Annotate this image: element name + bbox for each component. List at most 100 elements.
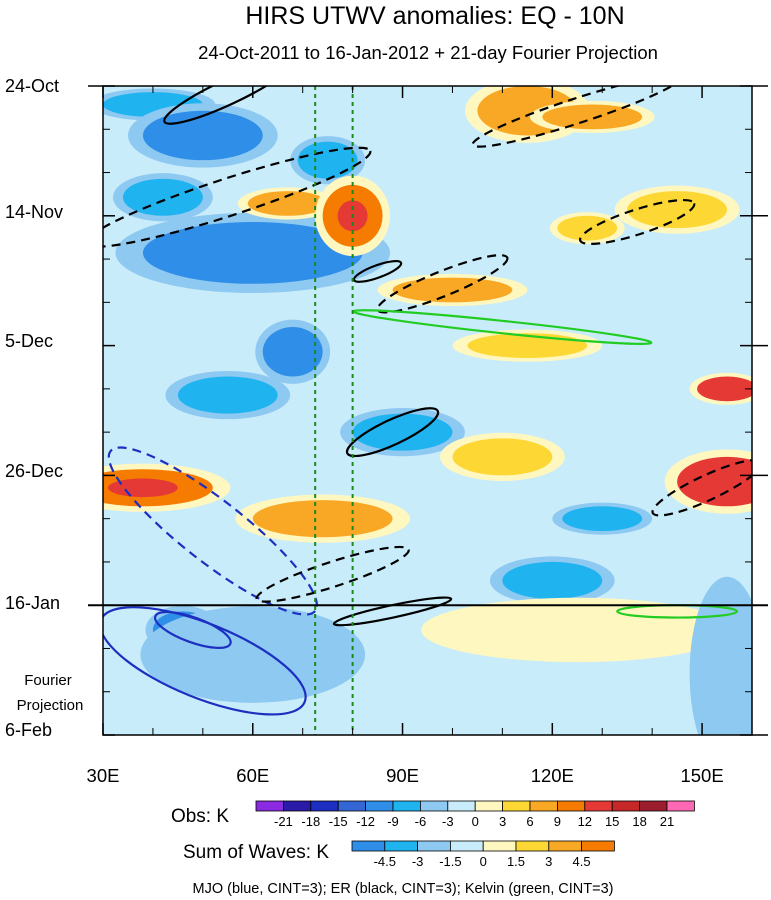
contour-er-negative (471, 86, 683, 148)
anomaly-blob-core (122, 178, 203, 216)
anomaly-blob (439, 432, 565, 481)
anomaly-blob-core (562, 506, 643, 532)
y-tick-label: 16-Jan (5, 593, 60, 613)
waves-legend-level-label: 1.5 (507, 854, 525, 869)
obs-legend-swatch (447, 800, 476, 812)
obs-legend-level-label: -3 (442, 814, 454, 829)
waves-legend-swatch (548, 840, 582, 852)
contour-er-negative (651, 458, 752, 517)
anomaly-blob (235, 494, 411, 543)
obs-legend-swatch (474, 800, 504, 812)
waves-legend: Sum of Waves: K -4.5 -3 -1.5 0 1.5 3 4.5 (183, 840, 615, 869)
x-tick-label: 60E (236, 765, 269, 786)
anomaly-blob-core (542, 104, 643, 130)
x-tick-label: 120E (531, 765, 574, 786)
anomaly-blob (377, 273, 528, 307)
obs-legend-swatch (365, 800, 394, 812)
anomaly-blob-core (452, 605, 703, 655)
obs-anomaly-blobs (103, 86, 752, 735)
chart-subtitle: 24-Oct-2011 to 16-Jan-2012 + 21-day Four… (198, 42, 658, 63)
anomaly-blob (421, 597, 734, 663)
anomaly-blob (103, 463, 231, 512)
waves-legend-level-label: 3 (545, 854, 552, 869)
obs-legend-swatch (639, 800, 668, 812)
anomaly-blob-core (467, 333, 588, 358)
anomaly-blob-core (247, 191, 328, 216)
obs-legend-swatch (502, 800, 531, 812)
anomaly-blob-core (162, 617, 343, 692)
waves-legend-swatch (482, 840, 517, 852)
anomaly-blob-core (392, 277, 513, 303)
anomaly-blob-peak (107, 478, 178, 498)
obs-legend-swatch (529, 800, 558, 812)
obs-legend-swatch (557, 800, 586, 812)
obs-legend-level-label: -21 (274, 814, 293, 829)
contour-er-positive (352, 260, 403, 283)
obs-legend-swatch (666, 800, 695, 812)
obs-legend-level-label: -12 (356, 814, 375, 829)
obs-legend-level-label: 9 (554, 814, 561, 829)
anomaly-blob-core (452, 438, 553, 476)
contour-er-negative (578, 198, 696, 246)
contour-mjo-negative (107, 446, 318, 616)
waves-legend-level-label: -3 (412, 854, 424, 869)
projection-label-line1: Fourier (24, 672, 72, 689)
obs-legend-level-label: 15 (605, 814, 619, 829)
contour-er-negative (376, 254, 509, 314)
projection-label-line2: Projection (17, 697, 84, 714)
waves-legend-swatch (384, 840, 418, 852)
obs-legend-swatch (584, 800, 613, 812)
anomaly-blob-peak (172, 123, 233, 148)
anomaly-blob (529, 100, 655, 133)
anomaly-blob-core (697, 599, 752, 735)
obs-legend-level-label: -18 (301, 814, 320, 829)
anomaly-blob-peak (712, 382, 743, 396)
obs-legend-level-label: 12 (578, 814, 592, 829)
y-tick-label: 26-Dec (5, 461, 63, 481)
obs-legend-swatch (310, 800, 339, 812)
waves-legend-swatch (581, 840, 615, 852)
y-tick-label: 6-Feb (5, 720, 52, 740)
anomaly-blob (112, 173, 213, 222)
anomaly-blob-core (627, 191, 728, 229)
obs-legend-swatch (419, 800, 449, 812)
anomaly-blob-core (352, 413, 453, 451)
obs-legend-swatch (255, 800, 284, 812)
waves-legend-swatch (515, 840, 550, 852)
anomaly-blob-core (502, 561, 603, 600)
obs-legend-level-label: 6 (526, 814, 533, 829)
obs-legend: Obs: K -21 -18 -15 -12 -9 -6 -3 0 3 6 9 12 15 18 21 (171, 800, 695, 829)
anomaly-blob-peak (702, 469, 752, 494)
anomaly-blob-peak (277, 339, 308, 365)
anomaly-blob (552, 502, 653, 535)
x-axis: 30E 60E 90E 120E 150E (87, 86, 753, 786)
obs-legend-swatch (611, 800, 641, 812)
x-tick-label: 90E (386, 765, 419, 786)
contour-mjo-positive (103, 606, 307, 716)
anomaly-blob (237, 187, 338, 220)
obs-legend-level-label: 0 (472, 814, 479, 829)
heatmap-field (103, 86, 752, 735)
contour-er-positive (163, 86, 293, 125)
y-tick-label: 5-Dec (5, 331, 53, 351)
obs-legend-title: Obs: K (171, 806, 229, 827)
anomaly-blob-peak (197, 237, 308, 269)
plot-frame (102, 85, 753, 736)
obs-legend-level-label: -9 (387, 814, 399, 829)
anomaly-blob (255, 319, 331, 384)
wave-contours (103, 86, 752, 716)
anomaly-blob (140, 606, 366, 703)
obs-legend-swatch (392, 800, 421, 812)
obs-legend-level-label: 3 (499, 814, 506, 829)
obs-legend-swatch (337, 800, 367, 812)
waves-legend-swatch (351, 840, 386, 852)
y-tick-label: 24-Oct (5, 76, 59, 96)
anomaly-blob-core (177, 376, 278, 414)
waves-legend-swatch (449, 840, 484, 852)
anomaly-blob (452, 329, 603, 362)
anomaly-blob (165, 370, 291, 420)
contour-er-negative (103, 146, 372, 248)
anomaly-blob (614, 185, 740, 234)
anomaly-blob-core (252, 500, 393, 538)
